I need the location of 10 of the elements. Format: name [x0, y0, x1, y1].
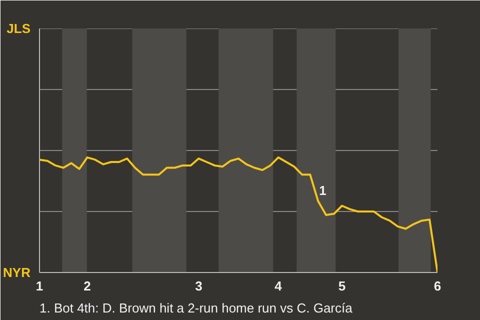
x-tick-label: 6 [434, 278, 442, 294]
x-tick-label: 1 [36, 278, 44, 294]
annotation: 1 [319, 183, 326, 198]
text: JLS [6, 21, 31, 36]
x-tick-label: 3 [195, 278, 202, 294]
x-tick-label: 2 [84, 278, 91, 294]
text: NYR [3, 265, 32, 280]
x-tick-label: 5 [338, 278, 346, 294]
x-tick-label: 4 [274, 278, 283, 294]
text: 1. Bot 4th: D. Brown hit a 2-run home run vs C. García [40, 300, 354, 316]
